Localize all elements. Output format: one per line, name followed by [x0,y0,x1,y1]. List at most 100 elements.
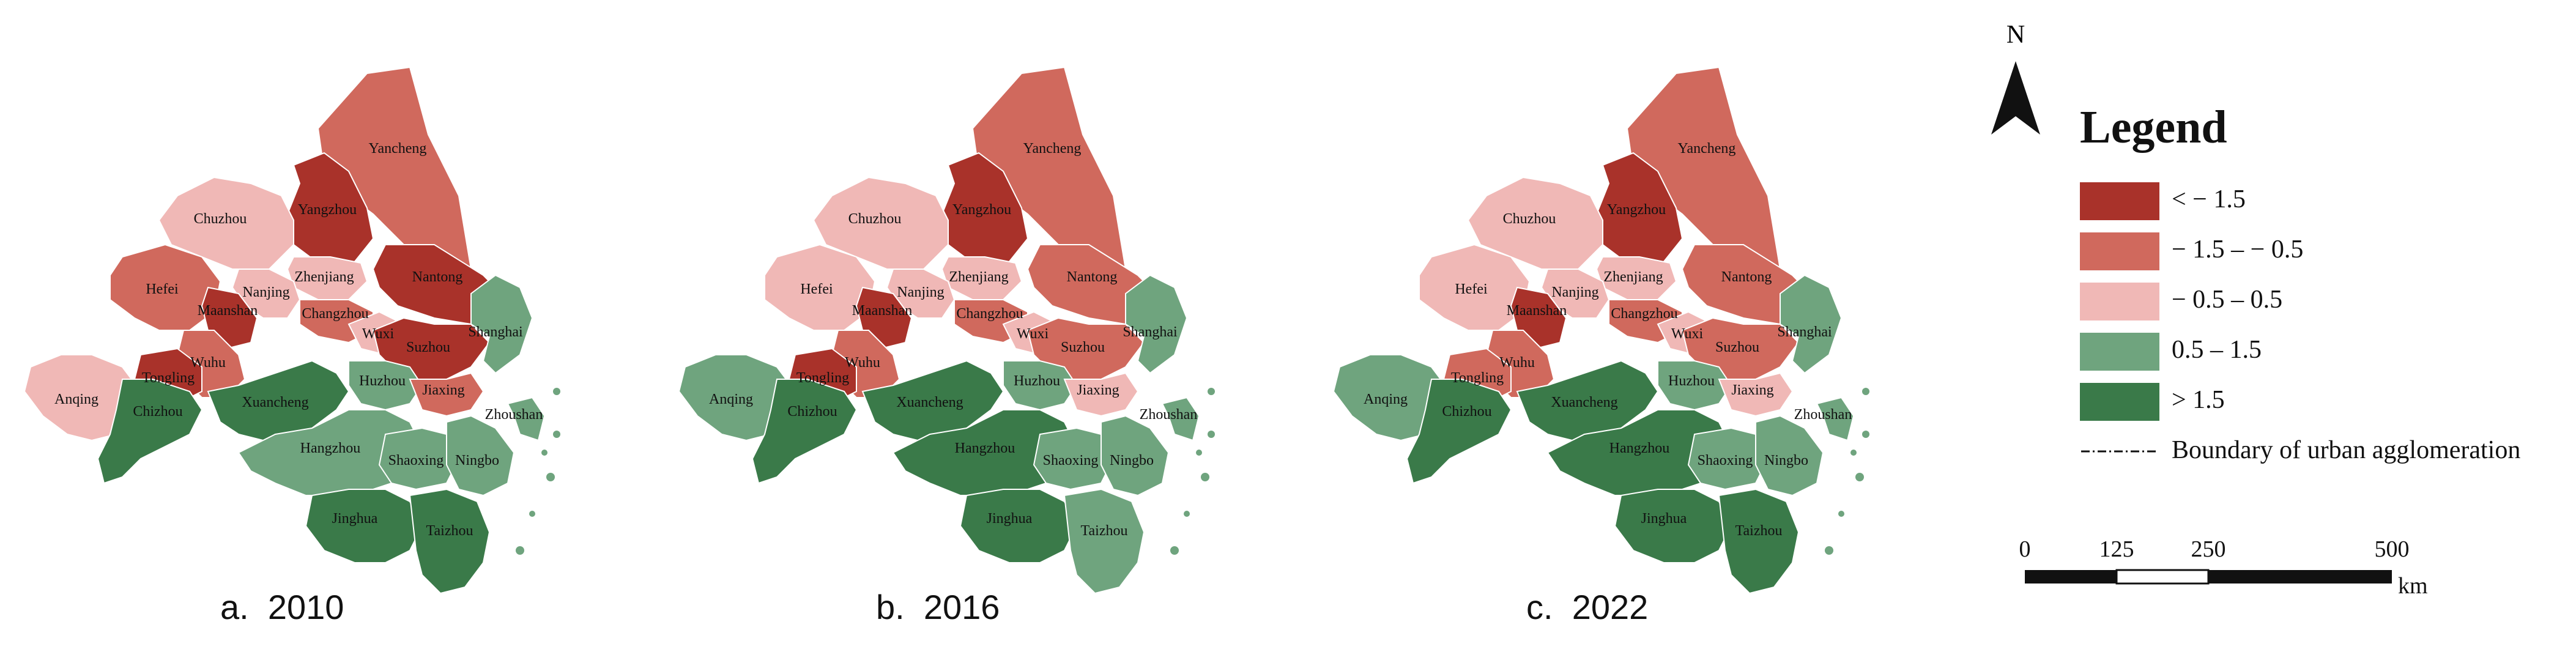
scale-segment [2115,569,2210,585]
city-label: Yangzhou [1607,202,1666,218]
city-label: Zhenjiang [1603,269,1663,285]
island [1855,473,1864,481]
city-label: Tongling [1451,370,1504,386]
city-label: Nanjing [1551,284,1598,300]
region-chizhou [751,379,858,484]
city-label: Maanshan [198,303,258,319]
city-label: Hangzhou [955,440,1015,456]
city-label: Changzhou [956,306,1023,322]
city-label: Zhenjiang [294,269,354,285]
scale-bar: 0 125 250 500 km [2019,536,2428,599]
legend-swatch [2080,333,2159,371]
city-label: Hefei [1455,281,1488,297]
region-jiaxing [1063,372,1139,417]
north-arrow-shape [1991,61,2040,135]
region-taizhou [409,488,491,595]
city-label: Jiaxing [1077,382,1119,398]
legend: N Legend < − 1.5 − 1.5 – − 0.5 − 0.5 – 0… [1958,18,2569,630]
city-label: Xuancheng [896,395,963,410]
city-label: Chizhou [787,404,837,420]
region-ningbo [1755,415,1824,497]
city-label: Yangzhou [298,202,357,218]
city-label: Suzhou [1715,339,1759,355]
city-label: Jinghua [987,511,1033,527]
city-label: Zhoushan [1140,407,1198,423]
region-huzhou [348,360,423,411]
city-label: Suzhou [1061,339,1105,355]
legend-swatch [2080,232,2159,270]
island [529,511,535,517]
city-label: Chizhou [1442,404,1491,420]
city-label: Nantong [1721,269,1772,285]
city-label: Taizhou [1735,523,1783,539]
caption-year: 2016 [923,588,1000,626]
city-label: Anqing [709,391,753,407]
map-svg: Yancheng Yangzhou Chuzhou Nantong Zhenjiang N… [23,66,560,595]
city-label: Chizhou [133,404,182,420]
city-label: Hangzhou [300,440,361,456]
region-huzhou [1657,360,1732,411]
island [1862,388,1869,395]
region-chuzhou [812,176,949,270]
island [553,431,560,438]
region-zhoushan [1161,396,1200,442]
city-label: Huzhou [359,373,406,389]
island [1201,473,1209,481]
scale-tick-label: 125 [2099,536,2134,562]
legend-title: Legend [2080,102,2227,153]
north-label: N [2006,21,2025,49]
city-label: Jiaxing [422,382,464,398]
region-xuancheng [1516,360,1659,441]
city-label: Nantong [1067,269,1118,285]
region-jiaxing [409,372,484,417]
city-label: Wuxi [362,326,395,342]
region-xuancheng [861,360,1004,441]
scale-tick-label: 0 [2019,536,2031,562]
city-label: Wuhu [1499,355,1535,371]
legend-swatch [2080,383,2159,421]
city-label: Ningbo [1110,453,1154,469]
city-label: Jinghua [1641,511,1687,527]
region-shanghai [1125,274,1188,374]
region-jiaxing [1718,372,1794,417]
city-label: Changzhou [302,306,368,322]
legend-label: > 1.5 [2172,386,2225,414]
island [1196,450,1202,456]
city-label: Shaoxing [1043,453,1099,469]
scale-tick-label: 250 [2191,536,2226,562]
scale-unit: km [2398,573,2428,599]
island [1825,546,1833,555]
city-label: Shaoxing [1698,453,1753,469]
city-label: Hangzhou [1609,440,1670,456]
region-huzhou [1003,360,1078,411]
city-label: Xuancheng [1551,395,1617,410]
region-chizhou [1406,379,1512,484]
region-zhoushan [1816,396,1855,442]
city-label: Tongling [142,370,195,386]
region-shanghai [1780,274,1843,374]
caption-year: 2022 [1572,588,1649,626]
island [553,388,560,395]
city-label: Hefei [800,281,833,297]
city-label: Tongling [796,370,849,386]
map-panel-2016: Yancheng Yangzhou Chuzhou Nantong Zhenjiang N… [661,12,1346,612]
scale-segment [2025,570,2117,583]
island [546,473,555,481]
region-taizhou [1063,488,1145,595]
legend-label: 0.5 – 1.5 [2172,336,2262,364]
island [1208,431,1215,438]
legend-swatch [2080,182,2159,220]
city-label: Chuzhou [848,211,902,227]
city-label: Hefei [146,281,179,297]
city-label: Taizhou [1081,523,1128,539]
city-label: Maanshan [1507,303,1567,319]
city-label: Nantong [412,269,463,285]
region-zhoushan [507,396,546,442]
scale-tick-label: 500 [2375,536,2410,562]
region-shaoxing [378,427,460,491]
region-shaoxing [1033,427,1115,491]
city-label: Jinghua [332,511,378,527]
city-label: Shanghai [1123,324,1178,340]
city-label: Zhoushan [1794,407,1852,423]
island [1862,431,1869,438]
